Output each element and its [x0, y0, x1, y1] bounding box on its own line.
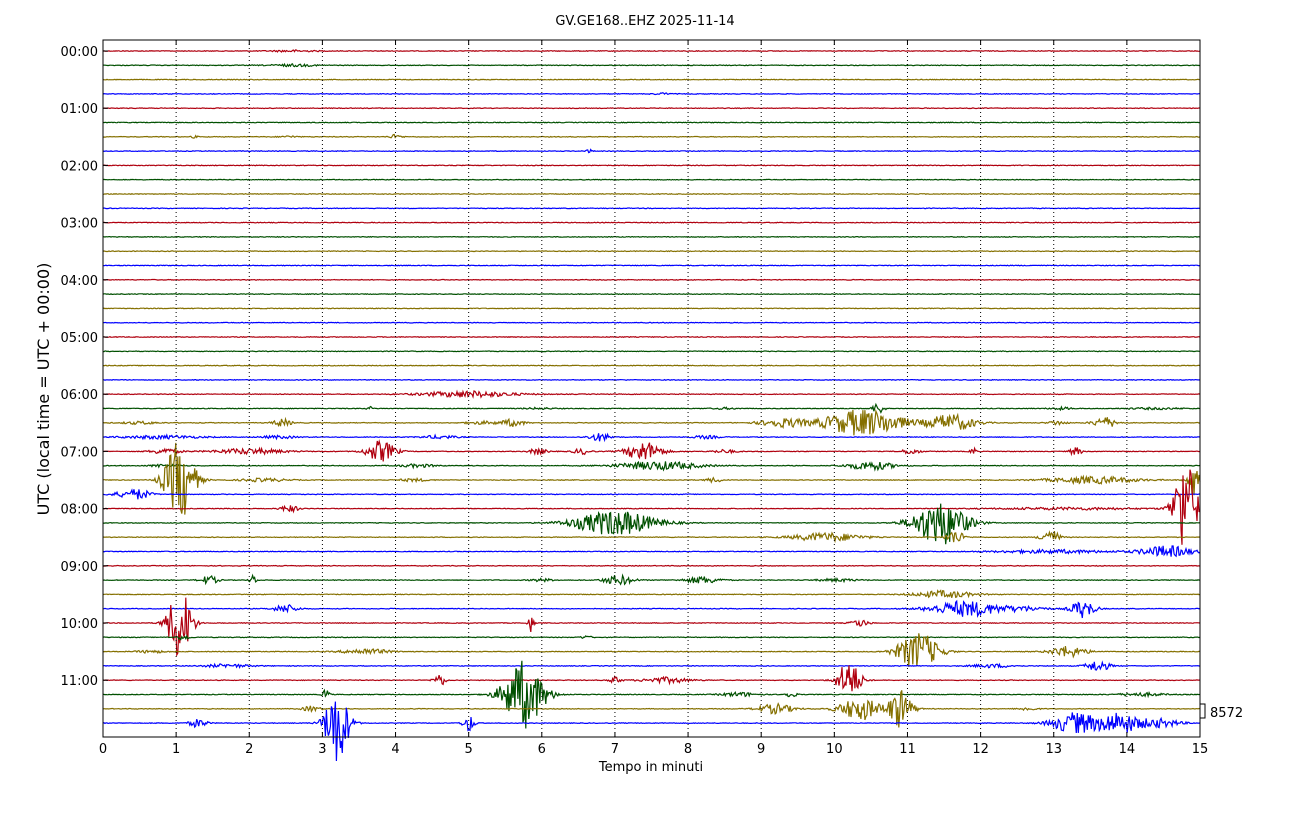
x-tick-label: 0: [99, 742, 107, 757]
y-tick-label: 10:00: [61, 617, 98, 632]
seismic-trace: [103, 350, 1200, 353]
seismic-trace: [102, 597, 1201, 658]
seismic-trace: [102, 92, 1201, 96]
seismic-trace: [102, 503, 1201, 545]
y-axis: 00:00 01:00 02:00 03:00 04:00 05:00 06:00 07:00…: [61, 45, 108, 689]
seismic-trace: [102, 660, 1200, 671]
x-tick-label: 5: [465, 742, 473, 757]
x-tick-label: 10: [826, 742, 843, 757]
grid-layer: [175, 40, 1128, 737]
seismic-trace: [102, 701, 1201, 762]
seismic-trace: [102, 442, 1201, 515]
x-tick-label: 7: [611, 742, 619, 757]
seismic-trace: [102, 439, 1201, 462]
x-tick-label: 14: [1119, 742, 1136, 757]
seismic-trace: [102, 49, 1201, 53]
seismic-trace: [102, 530, 1201, 544]
axes-frame: [102, 39, 1201, 738]
y-tick-label: 05:00: [61, 331, 98, 346]
seismic-trace: [103, 460, 1201, 472]
seismic-trace: [102, 148, 1200, 154]
seismic-trace: [102, 278, 1201, 281]
y-tick-label: 03:00: [61, 217, 98, 232]
seismic-trace: [102, 207, 1201, 210]
x-tick-label: 9: [757, 742, 765, 757]
chart-title: GV.GE168..EHZ 2025-11-14: [555, 14, 734, 29]
y-axis-label: UTC (local time = UTC + 00:00): [34, 263, 53, 516]
x-axis-label: Tempo in minuti: [598, 760, 703, 775]
seismic-trace: [103, 660, 1201, 729]
x-tick-label: 11: [899, 742, 916, 757]
seismic-trace: [102, 78, 1200, 81]
seismic-trace: [102, 633, 1201, 667]
traces-layer: [102, 49, 1201, 762]
seismic-trace: [103, 264, 1201, 267]
seismic-trace: [102, 307, 1201, 310]
seismic-trace: [102, 378, 1201, 381]
x-tick-label: 4: [391, 742, 399, 757]
scale-indicator: 8572: [1200, 703, 1243, 721]
seismic-trace: [102, 62, 1201, 68]
x-tick-label: 6: [538, 742, 546, 757]
y-tick-label: 06:00: [61, 388, 98, 403]
seismic-trace: [102, 573, 1201, 586]
x-tick-label: 3: [318, 742, 326, 757]
seismic-trace: [102, 599, 1201, 619]
seismic-trace: [102, 193, 1201, 195]
seismic-trace: [102, 250, 1201, 253]
seismic-trace: [102, 402, 1201, 414]
seismic-trace: [103, 164, 1200, 167]
y-tick-label: 07:00: [61, 445, 98, 460]
seismic-trace: [102, 408, 1201, 436]
seismic-trace: [102, 634, 1201, 641]
seismic-trace: [102, 432, 1201, 443]
seismic-trace: [102, 336, 1201, 338]
y-tick-label: 11:00: [61, 674, 98, 689]
y-tick-label: 02:00: [61, 159, 98, 174]
x-tick-label: 12: [972, 742, 989, 757]
seismic-trace: [102, 293, 1201, 296]
y-tick-label: 00:00: [61, 45, 98, 60]
scale-label: 8572: [1210, 706, 1243, 721]
seismic-trace: [102, 107, 1200, 110]
seismic-trace: [102, 321, 1201, 324]
x-tick-label: 1: [172, 742, 180, 757]
x-tick-label: 2: [245, 742, 253, 757]
seismic-trace: [102, 221, 1201, 224]
seismic-trace: [102, 389, 1201, 399]
x-tick-label: 15: [1192, 742, 1209, 757]
y-tick-label: 08:00: [61, 503, 98, 518]
seismic-trace: [102, 469, 1201, 545]
seismic-trace: [102, 133, 1201, 139]
y-tick-label: 04:00: [61, 274, 98, 289]
x-axis: 0 1 2 3 4 5 6 7 8 9 10 11 12 13 14 15: [99, 40, 1208, 757]
x-tick-label: 13: [1045, 742, 1062, 757]
seismic-trace: [102, 235, 1201, 238]
seismic-trace: [102, 364, 1201, 367]
seismic-trace: [103, 564, 1201, 567]
seismic-trace: [102, 121, 1201, 124]
seismic-trace: [102, 665, 1201, 692]
seismic-trace: [102, 545, 1201, 558]
y-tick-label: 09:00: [61, 560, 98, 575]
x-tick-label: 8: [684, 742, 692, 757]
seismic-trace: [102, 488, 1200, 500]
y-tick-label: 01:00: [61, 102, 98, 117]
seismic-trace: [102, 178, 1201, 181]
seismic-trace: [102, 690, 1201, 728]
seismic-trace: [102, 589, 1201, 599]
